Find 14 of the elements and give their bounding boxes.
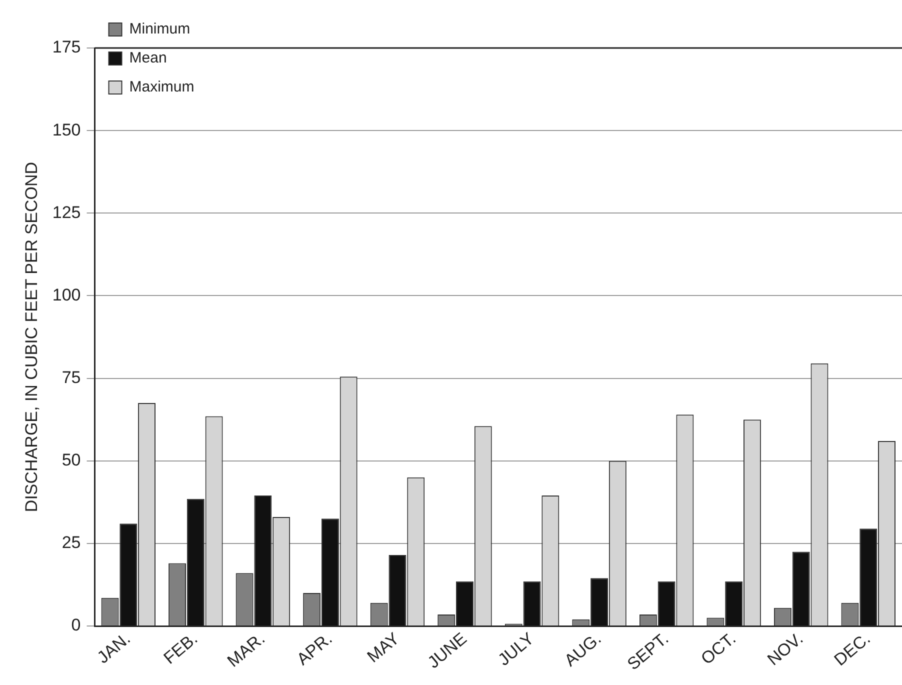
legend-label: Maximum — [129, 78, 194, 96]
y-tick-label: 25 — [62, 533, 81, 552]
y-tick-label: 75 — [62, 368, 81, 387]
y-tick-label: 175 — [52, 38, 81, 57]
legend-label: Minimum — [129, 20, 190, 38]
y-tick-label: 125 — [52, 202, 81, 222]
y-tick-label: 150 — [52, 120, 81, 140]
legend-label: Mean — [129, 50, 167, 67]
y-tick-label: 100 — [52, 285, 81, 304]
x-tick-label: FEB. — [160, 628, 202, 668]
x-tick-label: JAN. — [94, 628, 134, 668]
y-tick-label: 50 — [62, 450, 81, 470]
y-tick-label: 0 — [71, 616, 81, 635]
y-axis-title: DISCHARGE, IN CUBIC FEET PER SECOND — [22, 162, 41, 512]
